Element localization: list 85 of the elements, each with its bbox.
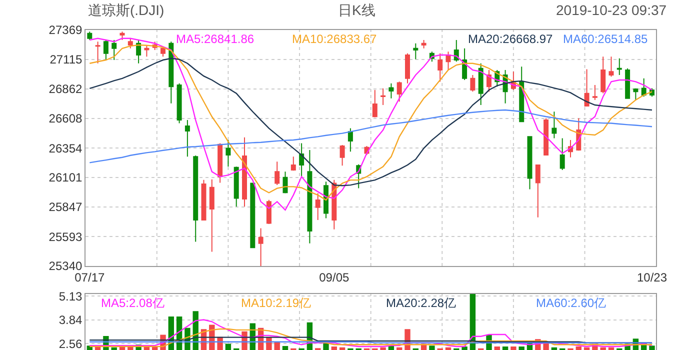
candlestick	[226, 140, 231, 168]
candlestick	[641, 78, 646, 98]
x-tick-label: 10/23	[636, 270, 668, 284]
series-label: MA5:26841.86	[176, 32, 254, 46]
candlestick	[413, 42, 418, 60]
x-tick-label: 09/05	[319, 270, 350, 284]
candlestick	[112, 40, 117, 61]
candlestick	[242, 136, 247, 208]
candlestick	[340, 144, 345, 166]
candlestick	[625, 68, 630, 99]
candlestick	[136, 40, 142, 64]
candlestick	[201, 179, 206, 221]
series-label: MA10:2.19亿	[241, 296, 312, 310]
candlestick	[290, 156, 296, 172]
y-tick-label: 3.84	[58, 313, 82, 328]
candlestick	[560, 138, 565, 171]
candlestick	[266, 199, 272, 225]
chart-title: 道琼斯(.DJI)	[88, 2, 164, 18]
candlestick	[462, 48, 468, 81]
y-tick-label: 27369	[48, 23, 82, 38]
line-series	[89, 328, 653, 348]
y-tick-label: 26101	[48, 170, 82, 185]
text: MA10:26833.67	[292, 32, 378, 46]
candlestick	[396, 81, 402, 102]
y-tick-label: 26862	[48, 82, 82, 96]
candlestick	[250, 182, 256, 248]
candlestick	[128, 38, 133, 49]
candlestick	[282, 171, 288, 194]
candlestick	[380, 88, 386, 106]
candlestick	[486, 70, 492, 92]
candlestick	[324, 181, 328, 219]
candlestick	[95, 41, 100, 64]
candlestick	[103, 40, 108, 61]
text: MA60:26514.85	[563, 32, 648, 46]
text: MA5:2.08亿	[101, 296, 164, 310]
candlestick	[535, 164, 540, 218]
candlestick	[633, 88, 638, 101]
candlestick	[616, 58, 622, 76]
candlestick	[234, 166, 239, 208]
candlestick	[421, 40, 426, 49]
candlestick	[160, 46, 166, 58]
candlestick	[527, 136, 532, 190]
candlestick	[592, 84, 598, 101]
text: MA20:2.28亿	[386, 296, 456, 310]
candlestick	[209, 178, 214, 252]
candlestick	[348, 128, 353, 152]
y-tick-label: 5.13	[58, 289, 82, 304]
candlestick	[584, 68, 590, 106]
candlestick	[120, 31, 125, 40]
candlestick	[144, 44, 150, 58]
candlestick	[519, 66, 524, 122]
candlestick	[478, 62, 484, 106]
candlestick	[608, 56, 614, 78]
candlestick	[315, 192, 320, 221]
candlestick	[218, 142, 223, 184]
y-tick-label: 27115	[50, 52, 82, 67]
candlestick	[193, 155, 198, 242]
text: MA60:2.60亿	[536, 296, 606, 310]
candlestick	[372, 90, 378, 118]
candlestick	[176, 82, 182, 124]
candlestick	[258, 228, 264, 266]
candlestick	[388, 82, 394, 99]
line-series	[89, 58, 653, 186]
candlestick	[470, 74, 476, 92]
candlestick	[274, 161, 280, 186]
candlestick	[184, 120, 190, 158]
y-tick-label: 26608	[48, 112, 82, 126]
candlestick	[600, 56, 606, 94]
line-series	[89, 109, 653, 164]
y-tick-label: 25847	[48, 200, 82, 214]
y-tick-label: 26354	[48, 141, 82, 156]
y-tick-label: 2.56	[58, 336, 82, 350]
chart-subtitle: 日K线	[338, 2, 376, 18]
candlestick	[544, 118, 549, 156]
candlestick	[299, 142, 304, 178]
candlestick	[168, 41, 174, 104]
candlestick	[87, 31, 92, 40]
candlestick	[307, 150, 312, 244]
text: MA20:26668.97	[468, 32, 554, 46]
candlestick	[405, 52, 410, 84]
text: 2019-10-23 09:37	[556, 2, 667, 18]
y-tick-label: 25593	[48, 230, 82, 244]
candlestick	[454, 40, 459, 62]
candlestick	[438, 52, 443, 82]
candlestick	[552, 111, 557, 139]
